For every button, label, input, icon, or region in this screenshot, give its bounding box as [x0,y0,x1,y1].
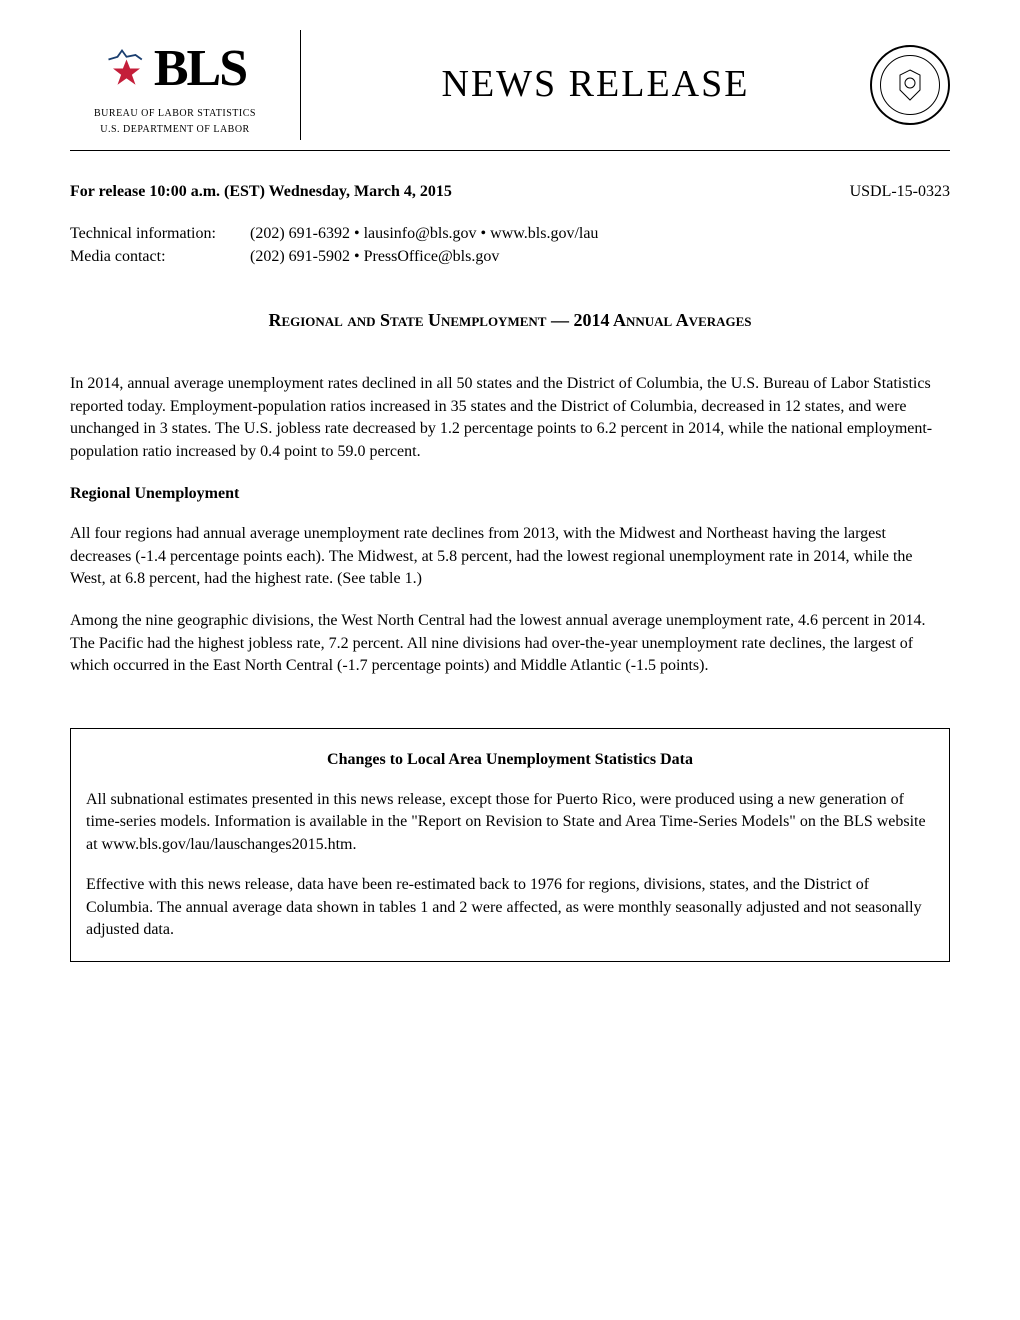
contact-info: Technical information: (202) 691-6392 • … [70,223,950,268]
info-box: Changes to Local Area Unemployment Stati… [70,728,950,963]
dol-seal-icon [870,45,950,125]
technical-label: Technical information: [70,223,250,245]
regional-heading: Regional Unemployment [70,483,950,505]
vertical-divider [300,30,301,140]
info-box-paragraph-2: Effective with this news release, data h… [86,874,934,941]
document-header: BLS BUREAU OF LABOR STATISTICS U.S. DEPA… [70,30,950,151]
bls-subtitle-2: U.S. DEPARTMENT OF LABOR [100,123,249,137]
release-code: USDL-15-0323 [850,181,950,203]
intro-paragraph: In 2014, annual average unemployment rat… [70,373,950,463]
media-contact-row: Media contact: (202) 691-5902 • PressOff… [70,246,950,268]
media-value: (202) 691-5902 • PressOffice@bls.gov [250,246,499,268]
release-info: For release 10:00 a.m. (EST) Wednesday, … [70,181,452,203]
regional-paragraph-2: Among the nine geographic divisions, the… [70,610,950,677]
media-label: Media contact: [70,246,250,268]
bls-logo: BLS BUREAU OF LABOR STATISTICS U.S. DEPA… [70,33,280,138]
news-release-heading: NEWS RELEASE [321,58,870,111]
technical-value: (202) 691-6392 • lausinfo@bls.gov • www.… [250,223,598,245]
regional-paragraph-1: All four regions had annual average unem… [70,523,950,590]
info-box-paragraph-1: All subnational estimates presented in t… [86,789,934,856]
star-icon [104,46,149,91]
bls-subtitle-1: BUREAU OF LABOR STATISTICS [94,107,256,121]
release-line: For release 10:00 a.m. (EST) Wednesday, … [70,181,950,203]
bls-logo-top: BLS [104,33,246,106]
document-title: Regional and State Unemployment — 2014 A… [70,308,950,333]
technical-contact-row: Technical information: (202) 691-6392 • … [70,223,950,245]
bls-acronym: BLS [154,33,246,106]
info-box-title: Changes to Local Area Unemployment Stati… [86,749,934,771]
